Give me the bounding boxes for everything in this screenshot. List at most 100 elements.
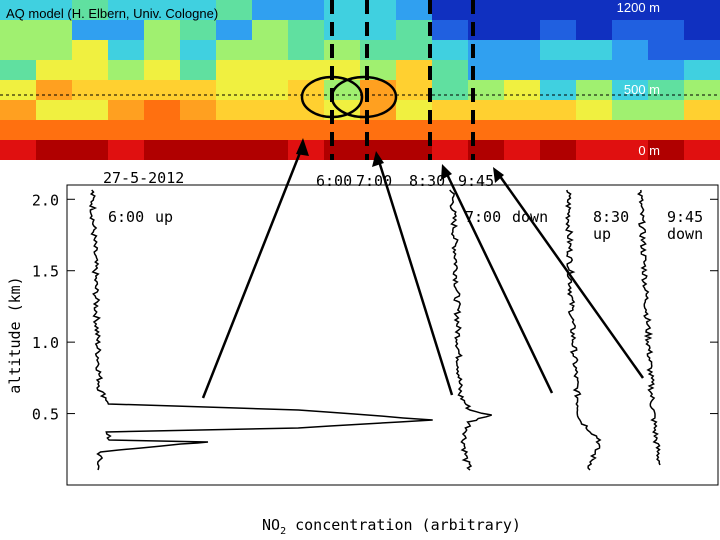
time-lines <box>330 0 475 160</box>
level-label: 1200 m <box>617 0 660 15</box>
heat-cell <box>396 100 432 120</box>
heat-cell <box>540 20 576 40</box>
heat-cell <box>540 120 576 140</box>
heat-cell <box>432 80 468 100</box>
heat-cell <box>324 40 360 60</box>
heat-cell <box>144 20 180 40</box>
profile-time: 7:00 <box>465 208 501 226</box>
heat-cell <box>108 60 144 80</box>
heat-cell <box>432 40 468 60</box>
profile-time: 9:45 <box>667 208 703 226</box>
heat-cell <box>72 80 108 100</box>
heat-cell <box>468 140 504 160</box>
profile-curve <box>449 189 492 471</box>
heat-cell <box>0 120 36 140</box>
heat-cell <box>396 40 432 60</box>
heat-cell <box>0 0 36 20</box>
heat-cell <box>324 20 360 40</box>
heat-cell <box>504 0 540 20</box>
heat-cell <box>288 60 324 80</box>
heat-cell <box>684 0 720 20</box>
heat-cell <box>576 140 612 160</box>
heat-cell <box>648 100 684 120</box>
heat-cell <box>612 100 648 120</box>
heat-cell <box>612 60 648 80</box>
arrow-heads <box>296 138 504 183</box>
heat-cell <box>180 60 216 80</box>
heat-cell <box>396 60 432 80</box>
heat-cell <box>396 120 432 140</box>
y-axis-label: altitude (km) <box>6 276 24 393</box>
heat-cell <box>216 20 252 40</box>
heat-cell <box>36 140 72 160</box>
heat-cell <box>144 60 180 80</box>
heat-cell <box>216 140 252 160</box>
heat-cell <box>180 140 216 160</box>
heat-cell <box>432 0 468 20</box>
heat-cell <box>684 40 720 60</box>
heat-cell <box>684 20 720 40</box>
heat-cell <box>72 60 108 80</box>
time-label: 8:30 <box>409 172 445 190</box>
heat-cell <box>612 120 648 140</box>
heat-cell <box>216 80 252 100</box>
heat-cell <box>0 60 36 80</box>
heat-cell <box>684 140 720 160</box>
heat-cell <box>684 60 720 80</box>
subscript: 2 <box>280 526 286 537</box>
heat-cell <box>504 100 540 120</box>
heat-cell <box>180 40 216 60</box>
heat-cell <box>684 80 720 100</box>
level-label: 0 m <box>638 143 660 158</box>
heat-cell <box>432 140 468 160</box>
heat-cell <box>36 0 72 20</box>
profile-curve <box>88 189 433 471</box>
profiles <box>88 189 661 471</box>
heat-cell <box>576 40 612 60</box>
heat-cell <box>252 80 288 100</box>
heat-cell <box>36 60 72 80</box>
heat-cell <box>144 80 180 100</box>
heat-cell <box>0 20 36 40</box>
heat-cell <box>288 40 324 60</box>
heat-cell <box>144 120 180 140</box>
heat-cell <box>648 40 684 60</box>
heat-cell <box>180 0 216 20</box>
heat-cell <box>0 100 36 120</box>
heat-cell <box>504 20 540 40</box>
time-label: 9:45 <box>458 172 494 190</box>
profile-direction: down <box>667 225 703 243</box>
y-tick-label: 0.5 <box>32 406 59 424</box>
heat-cell <box>72 120 108 140</box>
heat-cell <box>108 40 144 60</box>
heat-cell <box>396 0 432 20</box>
heat-cell <box>144 0 180 20</box>
heat-cell <box>216 120 252 140</box>
heat-cell <box>468 40 504 60</box>
heat-cell <box>576 80 612 100</box>
heat-cell <box>252 60 288 80</box>
heat-cell <box>504 40 540 60</box>
heat-cell <box>216 100 252 120</box>
heat-cell <box>108 100 144 120</box>
heat-cell <box>432 60 468 80</box>
heat-cell <box>0 140 36 160</box>
heat-cell <box>468 120 504 140</box>
heat-cell <box>144 40 180 60</box>
heat-cell <box>648 0 684 20</box>
heat-cell <box>180 120 216 140</box>
heat-cell <box>468 100 504 120</box>
heat-cell <box>72 20 108 40</box>
heat-cell <box>540 0 576 20</box>
time-label: 6:00 <box>316 172 352 190</box>
heat-cell <box>108 120 144 140</box>
heat-cell <box>612 140 648 160</box>
heat-cell <box>432 120 468 140</box>
y-tick-label: 2.0 <box>32 191 59 209</box>
heat-cell <box>324 120 360 140</box>
heatmap <box>0 0 720 160</box>
heat-cell <box>0 80 36 100</box>
heat-cell <box>216 0 252 20</box>
heat-cell <box>108 0 144 20</box>
heat-cell <box>252 40 288 60</box>
